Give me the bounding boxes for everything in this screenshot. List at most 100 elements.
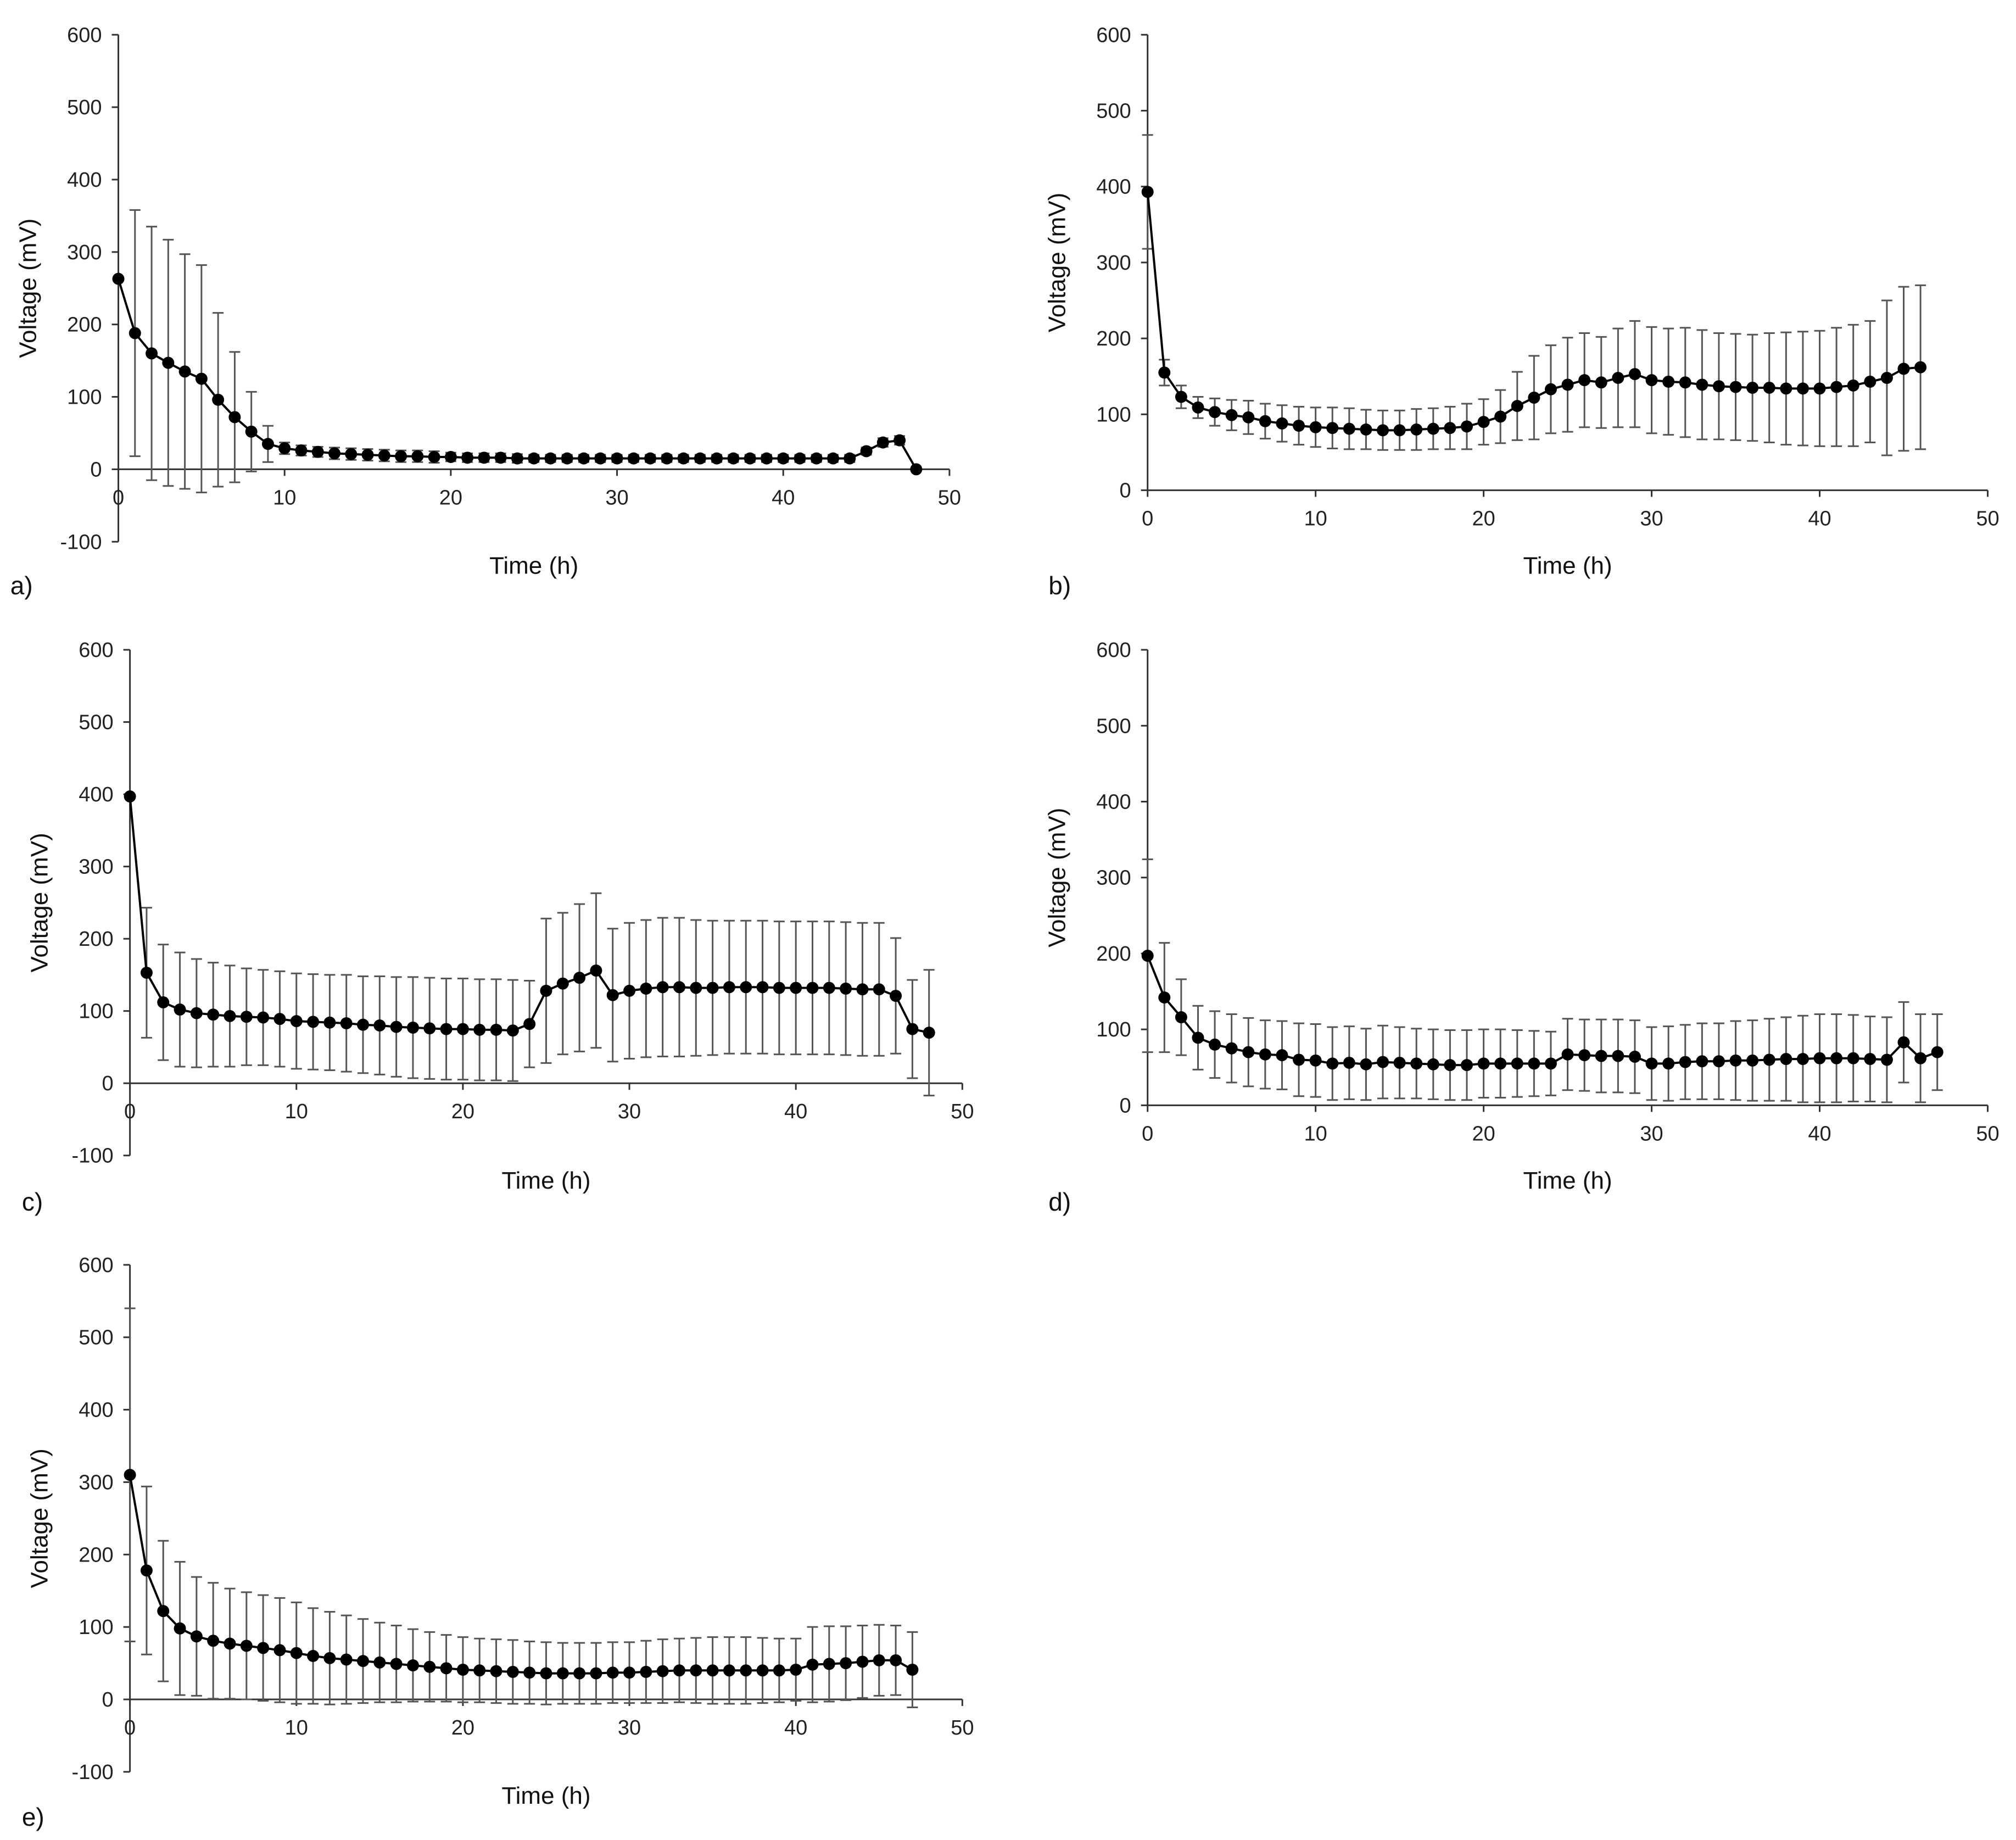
data-point xyxy=(1864,375,1877,388)
chart-panel-d: 0 100 200 300 400 500 600 0 10 20 30 40 50 Time (h) Vo… xyxy=(1044,639,2000,1216)
data-point xyxy=(1796,1053,1809,1066)
data-point xyxy=(1914,1052,1927,1064)
data-point xyxy=(860,445,873,458)
data-point xyxy=(1645,374,1658,387)
data-point xyxy=(1662,1057,1675,1070)
data-point xyxy=(640,982,652,995)
data-point xyxy=(1712,380,1725,393)
data-point xyxy=(162,356,175,369)
data-point xyxy=(1360,1058,1372,1070)
data-point xyxy=(456,1023,469,1035)
data-point xyxy=(556,977,569,990)
data-point xyxy=(390,1021,403,1033)
data-point xyxy=(677,452,690,465)
y-tick-label: 500 xyxy=(67,96,102,119)
data-point xyxy=(440,1023,453,1035)
x-axis-title: Time (h) xyxy=(501,1167,590,1194)
data-point xyxy=(1914,361,1927,373)
data-point xyxy=(307,1649,320,1662)
data-point xyxy=(444,450,457,463)
data-point xyxy=(1209,1038,1221,1051)
y-tick-label: 600 xyxy=(79,1254,113,1277)
data-point xyxy=(756,981,769,994)
data-point xyxy=(1696,378,1708,391)
data-point xyxy=(723,981,735,994)
data-point xyxy=(1175,1011,1187,1024)
data-point xyxy=(706,1664,719,1677)
y-tick-label: 0 xyxy=(90,458,102,481)
panel-label: b) xyxy=(1048,571,1071,600)
data-point xyxy=(540,1667,552,1680)
data-point xyxy=(195,372,208,385)
x-tick-label: 10 xyxy=(285,1100,308,1123)
y-tick-label: -100 xyxy=(72,1145,114,1168)
data-point xyxy=(640,1665,652,1678)
data-point xyxy=(129,327,141,339)
data-point xyxy=(840,982,852,995)
data-point xyxy=(711,452,723,465)
data-point xyxy=(773,1664,785,1677)
data-point xyxy=(228,411,241,423)
data-point xyxy=(1813,1052,1826,1064)
data-point xyxy=(873,983,885,996)
data-point xyxy=(1897,363,1910,375)
data-point xyxy=(378,449,390,462)
x-tick-label: 20 xyxy=(1472,508,1495,531)
data-point xyxy=(1662,375,1675,388)
data-point xyxy=(112,272,125,285)
data-point xyxy=(623,984,636,997)
y-tick-label: 500 xyxy=(1096,99,1131,122)
data-point xyxy=(606,1666,619,1679)
data-point xyxy=(390,1658,403,1670)
data-point xyxy=(1561,1048,1574,1061)
data-point xyxy=(1763,381,1775,394)
data-point xyxy=(573,1667,586,1680)
data-point xyxy=(790,982,802,994)
x-tick-label: 20 xyxy=(451,1100,474,1123)
data-point xyxy=(694,452,706,465)
y-tick-label: 0 xyxy=(1120,1094,1131,1117)
data-point xyxy=(257,1011,270,1024)
data-point xyxy=(1427,1058,1439,1070)
data-point xyxy=(290,1015,303,1028)
data-point xyxy=(1393,424,1406,437)
data-point xyxy=(395,450,407,462)
y-axis-title: Voltage (mV) xyxy=(26,1448,53,1588)
y-tick-label: 500 xyxy=(79,1326,113,1350)
data-point xyxy=(1780,382,1792,395)
data-point xyxy=(361,449,374,461)
y-tick-label: 500 xyxy=(1096,715,1131,738)
y-axis-title: Voltage (mV) xyxy=(26,833,53,972)
chart-panel-c: -100 0 100 200 300 400 500 600 0 10 20 30 40 50 Time (… xyxy=(22,639,974,1216)
data-point xyxy=(893,434,906,447)
data-point xyxy=(428,450,440,463)
data-point xyxy=(373,1019,386,1031)
data-point xyxy=(1192,401,1204,414)
data-point xyxy=(1377,1056,1389,1068)
data-point xyxy=(856,983,869,996)
y-tick-label: 200 xyxy=(79,1543,113,1566)
y-tick-label: 400 xyxy=(1096,790,1131,813)
data-point xyxy=(760,452,773,465)
data-point xyxy=(1393,1056,1406,1069)
data-point xyxy=(1544,1057,1557,1070)
data-point xyxy=(810,452,823,465)
data-point xyxy=(644,452,657,465)
data-point xyxy=(1746,381,1759,394)
chart-panel-b: 0 100 200 300 400 500 600 0 10 20 30 40 50 Time (h) Vo… xyxy=(1044,24,2000,600)
x-tick-label: 0 xyxy=(1142,508,1153,531)
x-tick-label: 50 xyxy=(938,486,961,509)
data-point xyxy=(473,1023,486,1036)
data-point xyxy=(1377,424,1389,437)
x-tick-label: 40 xyxy=(772,486,795,509)
data-point xyxy=(1276,1049,1288,1062)
data-point xyxy=(656,1665,669,1677)
data-point xyxy=(174,1622,186,1635)
data-point xyxy=(1293,1053,1305,1066)
data-point xyxy=(240,1011,253,1023)
y-tick-label: 300 xyxy=(79,856,113,879)
data-point xyxy=(573,972,586,984)
data-point xyxy=(1897,1036,1910,1049)
data-point xyxy=(1293,420,1305,432)
